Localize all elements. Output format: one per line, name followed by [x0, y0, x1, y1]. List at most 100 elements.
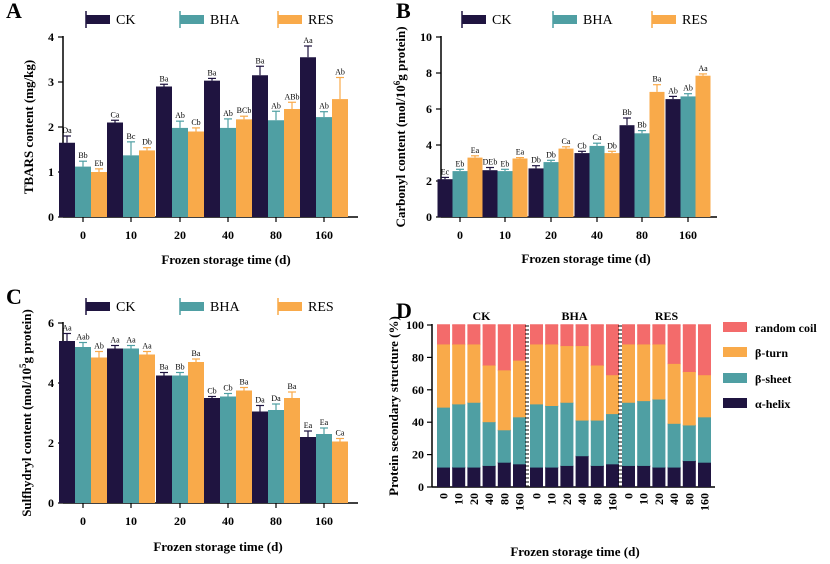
legend-item-bha: BHA: [179, 298, 240, 315]
bar-ck-40: [204, 80, 220, 218]
stack-beta_turn-res-160: [698, 375, 711, 418]
significance-label: Ba: [160, 363, 169, 372]
x-tick-label: 10: [637, 493, 651, 505]
stack-beta_turn-res-20: [652, 344, 666, 400]
x-tick-label: 0: [622, 493, 636, 499]
legend-label: BHA: [583, 13, 613, 28]
x-tick-label: 160: [315, 514, 333, 528]
stack-random_coil-res-10: [637, 325, 651, 345]
bar-bha-160: [316, 434, 332, 503]
bar-bha-0: [75, 166, 91, 217]
significance-label: Ab: [335, 68, 345, 77]
legend-item-res: RES: [277, 11, 334, 28]
significance-label: Aa: [110, 336, 120, 345]
bar-ck-160: [665, 99, 681, 217]
y-tick-label: 4: [48, 30, 54, 44]
x-tick-label: 10: [125, 228, 137, 242]
significance-label: Ba: [192, 349, 201, 358]
significance-label: Ca: [111, 110, 120, 119]
legend-swatch: [723, 347, 747, 357]
significance-label: Ea: [320, 418, 329, 427]
stack-beta_turn-ck-20: [467, 344, 481, 403]
significance-label: Bb: [622, 108, 631, 117]
legend-label: RES: [308, 300, 334, 315]
y-tick-label: 8: [426, 66, 432, 80]
bar-ck-80: [252, 75, 268, 217]
significance-label: Ca: [593, 133, 602, 142]
stack-beta_sheet-res-40: [667, 423, 681, 468]
legend-swatch: [723, 373, 747, 383]
x-tick-label: 20: [174, 514, 186, 528]
y-tick-label: 60: [412, 383, 424, 397]
x-tick-label: 80: [636, 228, 648, 242]
x-tick-label: 160: [698, 493, 712, 511]
y-tick-label: 6: [48, 316, 54, 330]
bar-res-160: [332, 441, 348, 503]
bar-ck-20: [528, 168, 544, 217]
bar-bha-20: [543, 162, 559, 217]
bar-res-20: [558, 148, 574, 217]
stack-random_coil-ck-40: [482, 325, 496, 366]
stack-alpha_helix-ck-20: [467, 467, 481, 487]
bar-bha-80: [268, 120, 284, 217]
stack-beta_turn-res-0: [622, 344, 635, 403]
significance-label: Ab: [683, 84, 693, 93]
legend-item-ck: CK: [85, 11, 135, 28]
significance-label: Aab: [76, 333, 89, 342]
x-axis-title: Frozen storage time (d): [521, 251, 650, 266]
bar-ck-0: [59, 142, 75, 217]
panel-letter: B: [396, 0, 411, 23]
x-tick-label: 0: [457, 228, 463, 242]
bar-res-10: [139, 150, 155, 217]
significance-label: Ec: [441, 167, 450, 176]
legend-label: β-sheet: [755, 372, 791, 386]
panel-letter: D: [396, 298, 412, 323]
legend-item-beta_turn: β-turn: [723, 346, 788, 360]
stack-random_coil-bha-10: [545, 325, 559, 345]
x-tick-label: 80: [590, 493, 604, 505]
bar-res-160: [332, 99, 348, 217]
stack-alpha_helix-res-160: [698, 462, 711, 487]
significance-label: Ba: [288, 382, 297, 391]
bar-ck-10: [482, 170, 498, 217]
stack-random_coil-ck-20: [467, 325, 481, 345]
stack-beta_sheet-bha-80: [590, 420, 604, 466]
legend-item-alpha_helix: α-helix: [723, 397, 790, 411]
legend-label: CK: [116, 300, 135, 315]
panel-letter: A: [6, 0, 22, 23]
stack-beta_turn-res-40: [667, 363, 681, 424]
x-tick-label: 80: [270, 228, 282, 242]
y-axis-title: TBARS content (mg/kg): [21, 60, 36, 194]
stack-random_coil-bha-160: [606, 325, 619, 376]
y-tick-label: 2: [48, 436, 54, 450]
x-tick-label: 160: [315, 228, 333, 242]
bar-bha-10: [497, 171, 513, 217]
stack-alpha_helix-ck-0: [437, 467, 450, 487]
group-title-ck: CK: [473, 309, 492, 323]
stack-beta_sheet-bha-0: [530, 404, 543, 468]
bar-res-20: [188, 131, 204, 217]
x-tick-label: 20: [467, 493, 481, 505]
significance-label: Db: [607, 141, 617, 150]
bar-res-0: [467, 157, 483, 217]
stack-alpha_helix-res-0: [622, 465, 635, 487]
legend-swatch: [86, 15, 110, 24]
x-tick-label: 0: [437, 493, 451, 499]
bar-res-80: [284, 398, 300, 503]
x-axis-title: Frozen storage time (d): [510, 544, 639, 559]
stack-beta_turn-ck-160: [513, 360, 526, 418]
bar-bha-40: [589, 145, 605, 217]
x-tick-label: 20: [174, 228, 186, 242]
x-tick-label: 10: [125, 514, 137, 528]
stack-beta_turn-ck-40: [482, 365, 496, 423]
bar-res-80: [284, 109, 300, 217]
legend-swatch: [652, 15, 676, 24]
legend-label: RES: [682, 13, 708, 28]
x-tick-label: 40: [222, 228, 234, 242]
stack-beta_turn-ck-80: [497, 370, 511, 431]
bar-bha-10: [123, 155, 139, 217]
stack-beta_sheet-ck-40: [482, 422, 496, 466]
x-tick-label: 80: [682, 493, 696, 505]
